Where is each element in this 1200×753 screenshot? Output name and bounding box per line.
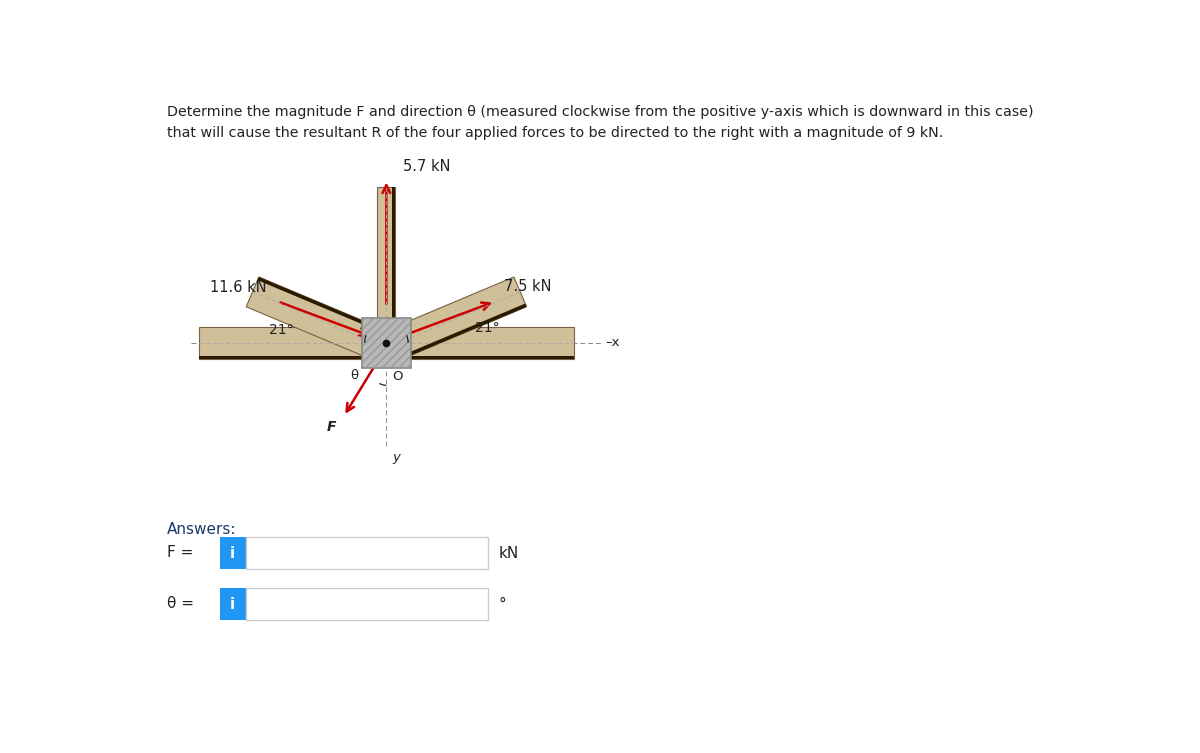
FancyBboxPatch shape [220, 588, 246, 620]
Text: Answers:: Answers: [167, 523, 236, 538]
Polygon shape [199, 327, 361, 359]
Text: O: O [392, 370, 403, 383]
Text: 5.7 kN: 5.7 kN [403, 159, 451, 173]
Polygon shape [378, 187, 395, 319]
Text: θ =: θ = [167, 596, 193, 611]
Text: i: i [230, 545, 235, 560]
Text: that will cause the resultant R of the four applied forces to be directed to the: that will cause the resultant R of the f… [167, 127, 943, 140]
FancyBboxPatch shape [220, 538, 246, 569]
Polygon shape [412, 355, 574, 359]
Text: F: F [326, 420, 336, 434]
Text: 7.5 kN: 7.5 kN [504, 279, 552, 294]
Text: 21°: 21° [475, 322, 500, 335]
Polygon shape [403, 303, 527, 358]
Polygon shape [412, 327, 574, 359]
Text: θ: θ [349, 370, 358, 383]
Polygon shape [199, 355, 361, 359]
Polygon shape [258, 277, 380, 331]
Bar [361, 319, 412, 367]
Text: °: ° [499, 596, 506, 611]
Polygon shape [392, 277, 527, 358]
Text: kN: kN [499, 545, 520, 560]
Text: i: i [230, 596, 235, 611]
Text: Determine the magnitude F and direction θ (measured clockwise from the positive : Determine the magnitude F and direction … [167, 105, 1033, 119]
Text: F =: F = [167, 545, 193, 560]
Text: 21°: 21° [269, 323, 293, 337]
FancyBboxPatch shape [246, 538, 487, 569]
Text: 11.6 kN: 11.6 kN [210, 280, 266, 295]
Text: y: y [392, 451, 401, 464]
Text: –x: –x [605, 337, 619, 349]
Bar [361, 319, 412, 367]
Polygon shape [246, 277, 380, 358]
Polygon shape [392, 187, 395, 319]
FancyBboxPatch shape [246, 588, 487, 620]
